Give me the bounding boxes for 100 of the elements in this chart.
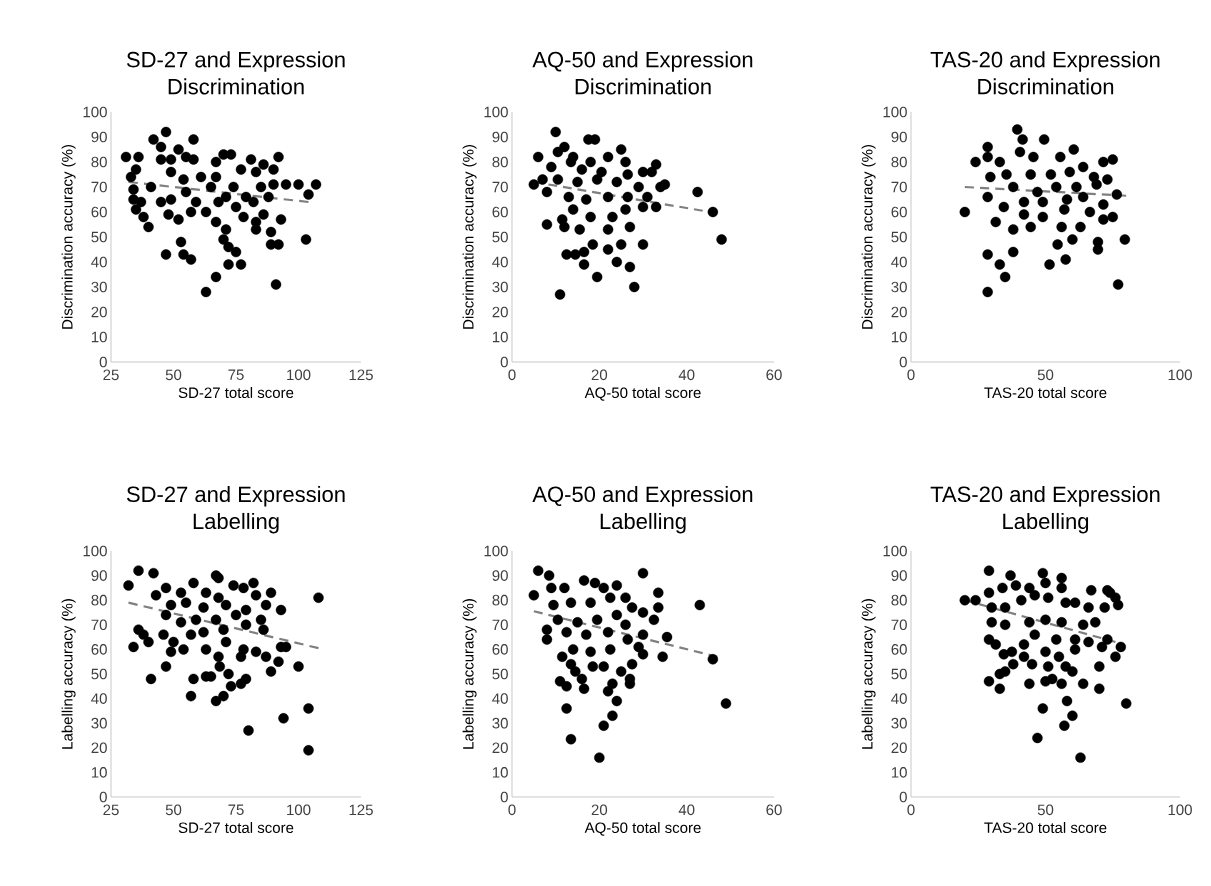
y-tick-label: 80	[891, 594, 907, 606]
y-tick-label: 0	[899, 791, 907, 803]
x-tick-label: 50	[1037, 804, 1054, 816]
point	[1051, 181, 1062, 193]
y-axis-title: Labelling accuracy (%)	[462, 599, 477, 749]
point	[982, 191, 993, 203]
point	[982, 141, 993, 153]
x-tick-label: 40	[678, 804, 695, 816]
x-axis-title: SD-27 total score	[178, 822, 294, 834]
point	[994, 259, 1005, 270]
point	[1098, 214, 1109, 225]
x-tick-label: 25	[103, 369, 119, 381]
x-axis-title: SD-27 total score	[178, 387, 294, 399]
point	[1102, 174, 1113, 185]
point	[1037, 211, 1049, 223]
y-tick-label: 50	[492, 231, 508, 243]
point	[1061, 194, 1073, 205]
y-tick-label: 40	[492, 693, 508, 704]
y-axis-title: Labelling accuracy (%)	[861, 599, 876, 749]
y-tick-label: 50	[891, 668, 907, 680]
point	[1018, 196, 1030, 208]
point	[1091, 179, 1102, 190]
x-tick-label: 40	[678, 369, 695, 381]
y-axis-title: Discrimination accuracy (%)	[861, 145, 876, 329]
y-tick-label: 60	[891, 644, 907, 655]
x-tick-label: 100	[287, 804, 311, 816]
x-tick-label: 125	[349, 369, 373, 381]
point	[1119, 234, 1131, 245]
point	[1052, 239, 1063, 250]
y-tick-label: 30	[91, 281, 107, 293]
point	[1107, 154, 1118, 165]
y-tick-label: 30	[891, 281, 907, 293]
point	[1008, 181, 1019, 193]
chart-title: AQ-50 and Expression Labelling	[532, 485, 753, 534]
chart-title: TAS-20 and Expression Discrimination	[930, 51, 1160, 95]
point	[985, 171, 996, 183]
y-tick-label: 100	[83, 545, 107, 557]
x-tick-label: 50	[1037, 369, 1054, 381]
point	[1018, 209, 1030, 220]
x-tick-label: 0	[508, 369, 516, 381]
y-tick-label: 60	[492, 644, 508, 655]
point	[1067, 234, 1078, 245]
point	[970, 156, 981, 168]
y-tick-label: 70	[91, 181, 107, 193]
x-tick-label: 20	[591, 369, 608, 381]
x-tick-label: 60	[766, 804, 782, 816]
point	[982, 151, 993, 163]
point	[1032, 186, 1043, 198]
y-tick-label: 20	[891, 742, 907, 754]
y-tick-label: 60	[91, 644, 107, 655]
x-tick-label: 100	[287, 369, 311, 381]
y-tick-label: 20	[492, 306, 508, 318]
y-tick-label: 70	[492, 619, 508, 631]
y-tick-label: 0	[99, 356, 107, 368]
point	[1059, 204, 1070, 215]
y-tick-label: 10	[91, 767, 107, 778]
y-tick-label: 10	[91, 331, 107, 343]
point	[1025, 169, 1036, 180]
point	[1045, 169, 1057, 180]
point	[1025, 221, 1036, 233]
y-tick-label: 60	[91, 206, 107, 218]
y-tick-label: 40	[91, 693, 107, 704]
y-tick-label: 50	[91, 668, 107, 680]
y-tick-label: 80	[492, 156, 508, 168]
point	[982, 286, 993, 298]
x-tick-label: 20	[591, 804, 608, 816]
point	[1014, 146, 1026, 158]
point	[998, 201, 1010, 213]
y-tick-label: 30	[492, 717, 508, 729]
y-axis-title: Labelling accuracy (%)	[61, 599, 76, 749]
y-tick-label: 90	[91, 570, 107, 581]
y-tick-label: 90	[492, 131, 508, 143]
point	[1028, 151, 1039, 163]
y-tick-label: 70	[91, 619, 107, 631]
point	[1055, 151, 1066, 163]
y-tick-label: 40	[492, 256, 508, 268]
y-tick-label: 80	[91, 156, 107, 168]
y-tick-label: 90	[91, 131, 107, 143]
point	[1037, 196, 1049, 208]
x-tick-label: 0	[907, 804, 915, 816]
y-tick-label: 100	[484, 106, 508, 118]
x-tick-label: 100	[1168, 804, 1192, 816]
point	[1008, 224, 1019, 235]
y-tick-label: 20	[91, 742, 107, 754]
chart-title: TAS-20 and Expression Labelling	[930, 485, 1160, 534]
y-tick-label: 10	[891, 331, 907, 343]
point	[1092, 244, 1104, 255]
point	[1001, 169, 1012, 180]
point	[994, 156, 1005, 168]
point	[1060, 254, 1071, 265]
y-tick-label: 50	[91, 231, 107, 243]
y-tick-label: 20	[891, 306, 907, 318]
point	[1084, 206, 1096, 218]
point	[1098, 199, 1109, 210]
y-tick-label: 20	[91, 306, 107, 318]
y-tick-label: 10	[891, 767, 907, 778]
y-tick-label: 40	[891, 256, 907, 268]
y-tick-label: 60	[492, 206, 508, 218]
y-tick-label: 50	[891, 231, 907, 243]
point	[1112, 279, 1124, 290]
